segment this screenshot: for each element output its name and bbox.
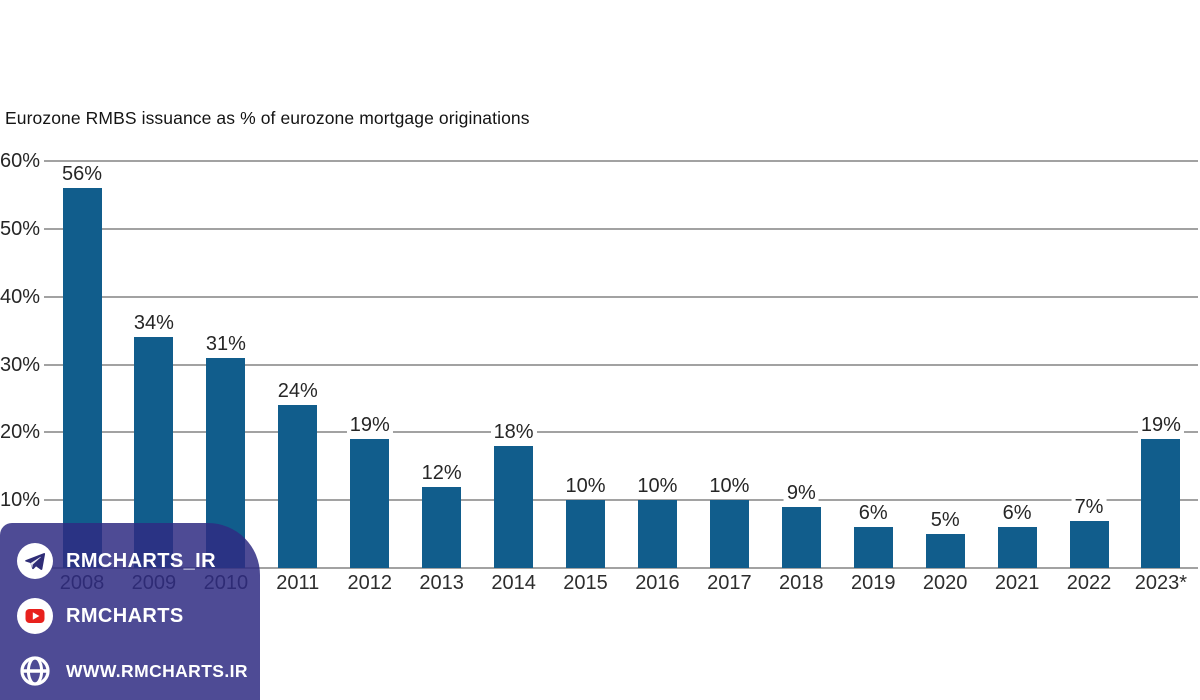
bar [1069, 520, 1109, 568]
watermark-row-youtube: RMCHARTS [17, 598, 260, 634]
watermark-row-website: WWW.RMCHARTS.IR [17, 653, 260, 689]
x-axis-category-label: 2023* [1134, 572, 1188, 594]
bar [709, 500, 749, 568]
gridline [44, 295, 1198, 298]
watermark-label-website: WWW.RMCHARTS.IR [66, 660, 248, 681]
bar [422, 486, 462, 568]
globe-icon [17, 653, 53, 689]
x-axis-category-label: 2021 [994, 572, 1040, 594]
bar-value-label: 9% [783, 480, 819, 505]
bar-value-label: 18% [490, 419, 537, 444]
gridline [44, 228, 1198, 230]
watermark-label-telegram: RMCHARTS_IR [66, 549, 216, 572]
chart-title: Eurozone RMBS issuance as % of eurozone … [5, 108, 530, 128]
bar-value-label: 10% [706, 474, 753, 499]
x-axis-category-label: 2013 [419, 572, 464, 594]
gridline [44, 431, 1198, 434]
x-axis-line [44, 567, 1198, 569]
watermark-row-telegram: RMCHARTS_IR [17, 543, 260, 579]
bar-value-label: 6% [855, 501, 891, 526]
x-axis-category-label: 2022 [1066, 572, 1112, 594]
x-axis-category-label: 2020 [922, 572, 968, 594]
bar-value-label: 10% [634, 474, 681, 499]
gridline [44, 499, 1198, 502]
bar-value-label: 19% [346, 413, 393, 438]
bar-value-label: 19% [1137, 413, 1184, 438]
x-axis-category-label: 2017 [707, 572, 752, 594]
x-axis-category-label: 2012 [347, 572, 392, 594]
bar [62, 188, 102, 568]
bar-value-label: 7% [1071, 494, 1107, 519]
bar [1141, 439, 1181, 568]
x-axis-category-label: 2011 [276, 572, 320, 594]
bar-value-label: 34% [130, 311, 177, 336]
bar-value-label: 10% [562, 474, 609, 499]
y-axis-tick-label: 40% [0, 285, 41, 308]
x-axis-category-label: 2014 [491, 572, 536, 594]
gridline [44, 160, 1198, 163]
bar-value-label: 56% [58, 162, 106, 187]
y-axis-tick-label: 30% [0, 353, 41, 376]
bar [278, 405, 318, 568]
bar-value-label: 12% [418, 460, 465, 485]
y-axis-tick-label: 20% [0, 421, 41, 444]
watermark-label-youtube: RMCHARTS [66, 604, 184, 627]
x-axis-category-label: 2018 [779, 572, 824, 594]
y-axis-tick-label: 10% [0, 489, 41, 512]
gridline [44, 363, 1198, 366]
bar-value-label: 31% [202, 331, 249, 356]
bar [781, 506, 821, 568]
x-axis-category-label: 2015 [563, 572, 608, 594]
bar [494, 445, 534, 568]
y-axis-tick-label: 50% [0, 218, 41, 240]
watermark-panel: RMCHARTS_IR RMCHARTS WWW.RMCHARTS.IR [0, 523, 260, 700]
bar [925, 534, 965, 568]
x-axis-category-label: 2016 [635, 572, 680, 594]
bar-value-label: 5% [927, 508, 963, 533]
telegram-icon [17, 543, 53, 579]
youtube-icon [17, 598, 53, 634]
bar [350, 439, 390, 568]
x-axis-category-label: 2019 [850, 572, 896, 594]
y-axis-tick-label: 60% [0, 150, 41, 173]
bar-value-label: 6% [999, 501, 1035, 526]
bar [637, 500, 677, 568]
bar [566, 500, 605, 568]
bar [853, 527, 893, 568]
bar-value-label: 24% [274, 379, 321, 404]
bar [997, 527, 1037, 568]
